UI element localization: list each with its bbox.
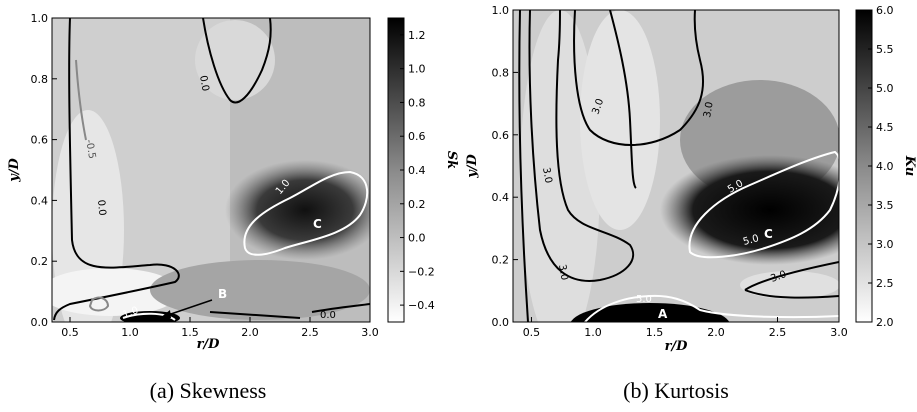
skewness-colorbar-label: Sk bbox=[444, 151, 459, 169]
skewness-field bbox=[52, 18, 370, 322]
contour-label: 0.0 bbox=[95, 199, 107, 216]
x-tick-label: 0.5 bbox=[523, 326, 541, 339]
annotation-arrow bbox=[164, 299, 213, 317]
contour-line bbox=[688, 150, 839, 259]
colorbar-tick-label: 3.5 bbox=[876, 199, 894, 212]
region-label-a: A bbox=[658, 307, 668, 321]
x-tick-label: 1.5 bbox=[646, 326, 664, 339]
x-tick-label: 1.0 bbox=[121, 326, 139, 339]
contour-line bbox=[584, 294, 839, 322]
kurtosis-y-label: y/D bbox=[465, 153, 480, 178]
colorbar-tick-label: 5.5 bbox=[876, 43, 894, 56]
contour-label: 5.0 bbox=[742, 233, 760, 248]
skewness-y-axis: 0.0 0.2 0.4 0.6 0.8 1.0 bbox=[31, 12, 57, 329]
colorbar-tick-label: 0.4 bbox=[408, 164, 426, 177]
contour-line bbox=[88, 296, 110, 312]
y-tick-label: 0.0 bbox=[492, 316, 510, 329]
y-tick-label: 1.0 bbox=[492, 4, 510, 17]
kurtosis-plot: 3.0 3.0 3.0 3.0 3.0 5.0 5.0 5.0 C A 0.5 1… bbox=[465, 4, 917, 354]
caption-skewness: (a) Skewness bbox=[150, 378, 267, 403]
colorbar-tick-label: 1.0 bbox=[408, 63, 426, 76]
contour-line bbox=[53, 18, 180, 321]
kurtosis-y-axis: 0.0 0.2 0.4 0.6 0.8 1.0 bbox=[492, 4, 518, 329]
x-tick-label: 2.0 bbox=[241, 326, 259, 339]
colorbar-tick-label: 3.0 bbox=[876, 238, 894, 251]
colorbar-tick-label: 2.0 bbox=[876, 316, 894, 329]
x-tick-label: 3.0 bbox=[361, 326, 379, 339]
colorbar-tick-label: 6.0 bbox=[876, 4, 894, 17]
y-tick-label: 0.4 bbox=[492, 191, 510, 204]
contour-label: 3.0 bbox=[702, 101, 716, 119]
kurtosis-x-axis: 0.5 1.0 1.5 2.0 2.5 3.0 bbox=[523, 317, 848, 339]
y-tick-label: 0.6 bbox=[492, 129, 510, 142]
contour-line bbox=[75, 59, 87, 141]
colorbar-tick-label: 2.5 bbox=[876, 277, 894, 290]
x-tick-label: 2.0 bbox=[707, 326, 725, 339]
skewness-colorbar-ticks: 1.2 1.0 0.8 0.6 0.4 0.2 0.0 −0.2 −0.4 bbox=[400, 29, 435, 312]
contour-label: 1.0 bbox=[121, 305, 140, 321]
kurtosis-field bbox=[513, 10, 839, 322]
y-tick-label: 0.4 bbox=[31, 194, 49, 207]
x-tick-label: 0.5 bbox=[61, 326, 79, 339]
y-tick-label: 0.8 bbox=[31, 73, 49, 86]
contour-line bbox=[202, 18, 272, 104]
contour-label: -0.5 bbox=[83, 139, 97, 160]
y-tick-label: 0.2 bbox=[492, 254, 510, 267]
x-tick-label: 2.5 bbox=[301, 326, 319, 339]
contour-label: 3.0 bbox=[769, 269, 788, 285]
contour-label: 5.0 bbox=[636, 294, 652, 305]
skewness-x-label: r/D bbox=[197, 337, 221, 352]
colorbar-tick-label: 0.8 bbox=[408, 96, 426, 109]
x-tick-label: 2.5 bbox=[769, 326, 787, 339]
x-tick-label: 1.0 bbox=[584, 326, 602, 339]
caption-kurtosis: (b) Kurtosis bbox=[623, 378, 729, 403]
x-tick-label: 3.0 bbox=[830, 326, 848, 339]
colorbar-tick-label: 1.2 bbox=[408, 29, 426, 42]
contour-line bbox=[243, 170, 369, 256]
contour-line bbox=[209, 311, 301, 319]
y-tick-label: 0.0 bbox=[31, 316, 49, 329]
contour-line bbox=[744, 261, 839, 291]
contour-label: 3.0 bbox=[540, 167, 554, 185]
kurtosis-plot-frame bbox=[512, 9, 840, 323]
colorbar-tick-label: 4.0 bbox=[876, 160, 894, 173]
contour-line bbox=[311, 303, 370, 313]
colorbar-tick-label: −0.4 bbox=[408, 299, 435, 312]
skewness-x-axis: 0.5 1.0 1.5 2.0 2.5 3.0 bbox=[61, 317, 379, 339]
contour-label: 0.0 bbox=[320, 310, 336, 321]
contour-line bbox=[122, 312, 176, 321]
colorbar-tick-label: 0.2 bbox=[408, 198, 426, 211]
contour-label: 3.0 bbox=[556, 264, 570, 282]
skewness-plot-frame bbox=[51, 17, 371, 323]
contour-line bbox=[528, 10, 635, 282]
colorbar-tick-label: 4.5 bbox=[876, 121, 894, 134]
kurtosis-x-label: r/D bbox=[665, 339, 689, 354]
contour-label: 3.0 bbox=[590, 97, 606, 116]
contour-line bbox=[609, 10, 637, 189]
kurtosis-colorbar-label: Ku bbox=[902, 155, 917, 176]
contour-line bbox=[518, 10, 529, 322]
skewness-y-label: y/D bbox=[7, 157, 22, 182]
y-tick-label: 0.6 bbox=[31, 134, 49, 147]
arrowhead-icon bbox=[160, 310, 171, 318]
y-tick-label: 1.0 bbox=[31, 12, 49, 25]
y-tick-label: 0.2 bbox=[31, 255, 49, 268]
region-label-c: C bbox=[313, 217, 322, 231]
colorbar-tick-label: 5.0 bbox=[876, 82, 894, 95]
contour-label: 0.0 bbox=[197, 75, 211, 93]
region-label-c: C bbox=[764, 227, 773, 241]
x-tick-label: 1.5 bbox=[181, 326, 199, 339]
colorbar-tick-label: −0.2 bbox=[408, 265, 435, 278]
contour-line bbox=[573, 10, 705, 146]
kurtosis-colorbar-ticks: 6.0 5.5 5.0 4.5 4.0 3.5 3.0 2.5 2.0 bbox=[868, 4, 894, 329]
y-tick-label: 0.8 bbox=[492, 66, 510, 79]
region-label-b: B bbox=[218, 287, 227, 301]
contour-line bbox=[744, 289, 839, 299]
colorbar-tick-label: 0.6 bbox=[408, 130, 426, 143]
skewness-plot: 0.0 0.0 0.0 -0.5 1.0 1.0 C B 0.5 1.0 1.5 2.… bbox=[7, 12, 459, 352]
colorbar-tick-label: 0.0 bbox=[408, 232, 426, 245]
